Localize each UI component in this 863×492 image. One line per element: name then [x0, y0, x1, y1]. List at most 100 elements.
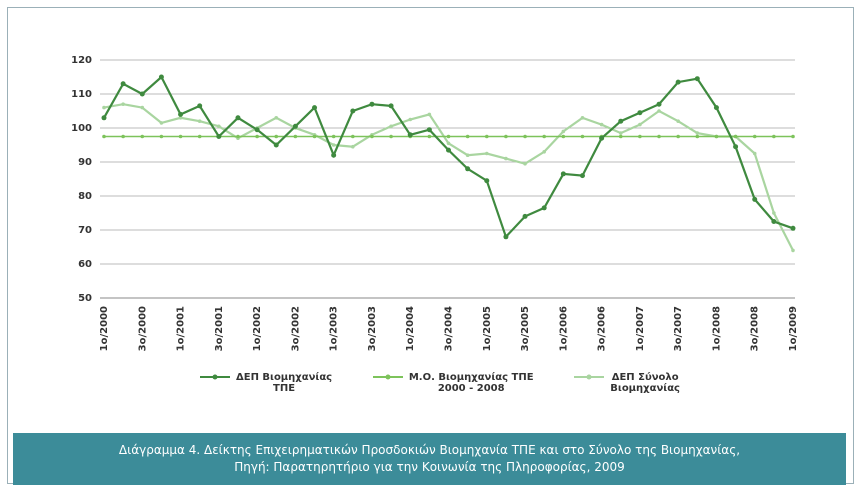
series-marker: [274, 134, 279, 139]
series-marker: [522, 213, 528, 219]
series-marker: [695, 131, 700, 135]
legend-marker: [586, 374, 592, 380]
series-marker: [542, 150, 546, 154]
series-marker: [752, 151, 757, 156]
x-tick-label: 1o/2009: [788, 306, 799, 351]
series-marker: [236, 134, 240, 139]
series-marker: [618, 134, 623, 139]
legend-item: Μ.Ο. Βιομηχανίας ΤΠΕ 2000 - 2008: [372, 372, 534, 394]
caption-line: Πηγή: Παρατηρητήριο για την Κοινωνία της…: [234, 460, 625, 474]
series-marker: [159, 121, 164, 125]
series-marker: [312, 105, 318, 111]
series-marker: [676, 134, 680, 139]
series-marker: [657, 134, 661, 139]
series-marker: [121, 102, 125, 106]
legend-label: Μ.Ο. Βιομηχανίας ΤΠΕ 2000 - 2008: [408, 372, 534, 394]
series-marker: [599, 122, 604, 127]
series-marker: [370, 134, 374, 139]
series-marker: [408, 117, 413, 122]
series-marker: [790, 225, 796, 231]
y-tick-label: 70: [78, 225, 92, 236]
series-marker: [427, 112, 432, 117]
series-marker: [714, 134, 719, 139]
series-marker: [694, 76, 700, 82]
series-marker: [178, 116, 183, 120]
series-marker: [637, 110, 643, 116]
legend: ΔΕΠ Βιομηχανίας ΤΠΕ Μ.Ο. Βιομηχανίας ΤΠΕ …: [200, 372, 680, 394]
legend-label: ΔΕΠ Σύνολο Βιομηχανίας: [610, 372, 680, 394]
x-tick-label: 3o/2004: [444, 306, 455, 351]
x-tick-label: 1o/2008: [711, 306, 722, 351]
series-marker: [542, 134, 546, 139]
series-marker: [791, 134, 795, 139]
series-marker: [465, 166, 471, 172]
series-marker: [120, 81, 126, 87]
series-marker: [752, 196, 758, 202]
series-marker: [676, 119, 680, 123]
series-marker: [484, 151, 489, 156]
series-marker: [541, 205, 547, 211]
series-marker: [523, 161, 527, 166]
x-tick-label: 1o/2002: [252, 306, 263, 351]
series-marker: [504, 156, 508, 161]
series-marker: [426, 127, 432, 133]
x-tick-label: 3o/2000: [137, 306, 148, 351]
series-marker: [158, 74, 164, 80]
series-marker: [273, 142, 279, 148]
series-marker: [235, 115, 241, 121]
series-marker: [178, 111, 184, 117]
x-tick-label: 1o/2000: [99, 306, 110, 351]
series-marker: [139, 91, 145, 97]
x-tick-label: 1o/2007: [635, 306, 646, 351]
caption-line: Διάγραμμα 4. Δείκτης Επιχειρηματικών Προ…: [118, 443, 741, 457]
series-marker: [388, 103, 394, 109]
legend-swatch: [200, 374, 230, 380]
series-marker: [523, 134, 527, 139]
series-marker: [713, 105, 719, 111]
series-marker: [197, 134, 202, 139]
series-marker: [274, 116, 279, 120]
x-tick-label: 1o/2001: [176, 306, 187, 351]
series-marker: [331, 152, 337, 158]
series-marker: [580, 116, 585, 120]
x-tick-label: 3o/2006: [597, 306, 608, 351]
series-marker: [255, 134, 259, 139]
series-marker: [675, 79, 681, 85]
series-marker: [695, 134, 700, 139]
series-marker: [618, 131, 623, 135]
series-marker: [465, 134, 470, 139]
series-marker: [389, 134, 393, 139]
series-marker: [351, 134, 355, 139]
x-tick-label: 3o/2003: [367, 306, 378, 351]
x-tick-label: 3o/2005: [520, 306, 531, 351]
y-tick-label: 100: [71, 123, 92, 134]
series-marker: [389, 124, 393, 129]
series-marker: [638, 122, 642, 127]
series-marker: [752, 134, 757, 139]
x-tick-label: 1o/2003: [329, 306, 340, 351]
legend-marker: [212, 374, 218, 380]
y-tick-label: 110: [71, 89, 92, 100]
series-marker: [159, 134, 164, 139]
series-marker: [102, 105, 106, 110]
x-tick-label: 1o/2005: [482, 306, 493, 351]
x-tick-label: 3o/2008: [750, 306, 761, 351]
series-marker: [351, 144, 355, 149]
series-marker: [446, 147, 451, 153]
x-tick-label: 1o/2006: [558, 306, 569, 351]
series-marker: [197, 119, 202, 123]
series-marker: [446, 134, 451, 139]
series-marker: [331, 134, 336, 139]
chart: 50 60 70 80 90 100 110 120 1o/2000 3o/2000 1o/2001…: [71, 55, 799, 351]
series-marker: [331, 143, 336, 147]
series-marker: [638, 134, 642, 139]
legend-marker: [385, 374, 391, 380]
y-tick-label: 120: [71, 55, 92, 66]
series-marker: [140, 134, 145, 139]
series-marker: [657, 109, 661, 113]
series-marker: [121, 134, 125, 139]
series-marker: [446, 141, 451, 146]
series-marker: [561, 129, 566, 134]
series-marker: [216, 134, 222, 139]
series-marker: [197, 103, 203, 109]
